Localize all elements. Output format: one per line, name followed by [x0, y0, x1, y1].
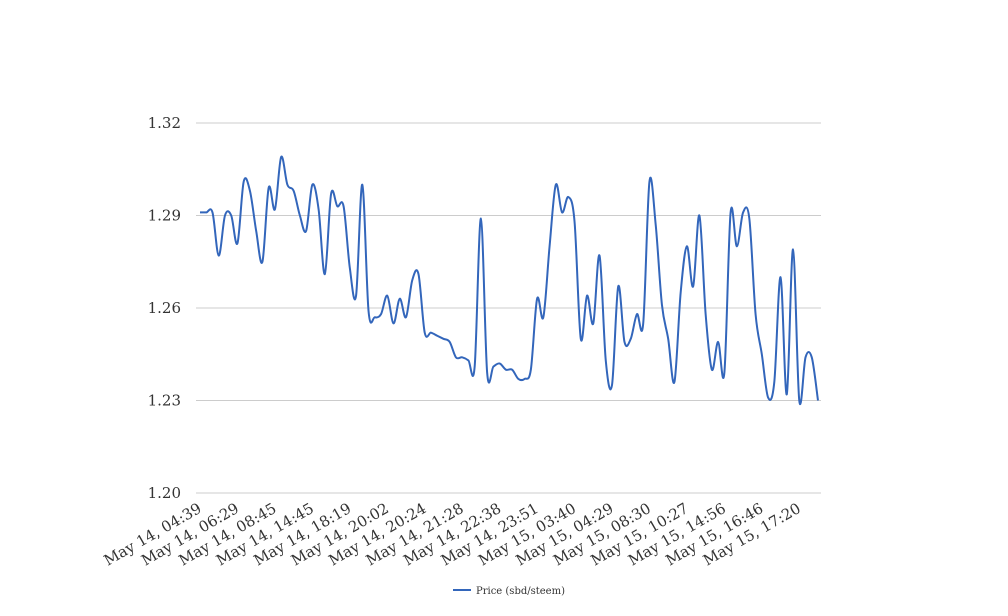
y-tick-label: 1.23 [148, 392, 181, 410]
y-tick-label: 1.20 [148, 484, 181, 502]
legend-label: Price (sbd/steem) [476, 586, 565, 597]
price-line [199, 155, 819, 405]
y-tick-label: 1.26 [148, 299, 181, 317]
y-tick-label: 1.32 [148, 114, 181, 132]
y-tick-label: 1.29 [148, 207, 181, 225]
